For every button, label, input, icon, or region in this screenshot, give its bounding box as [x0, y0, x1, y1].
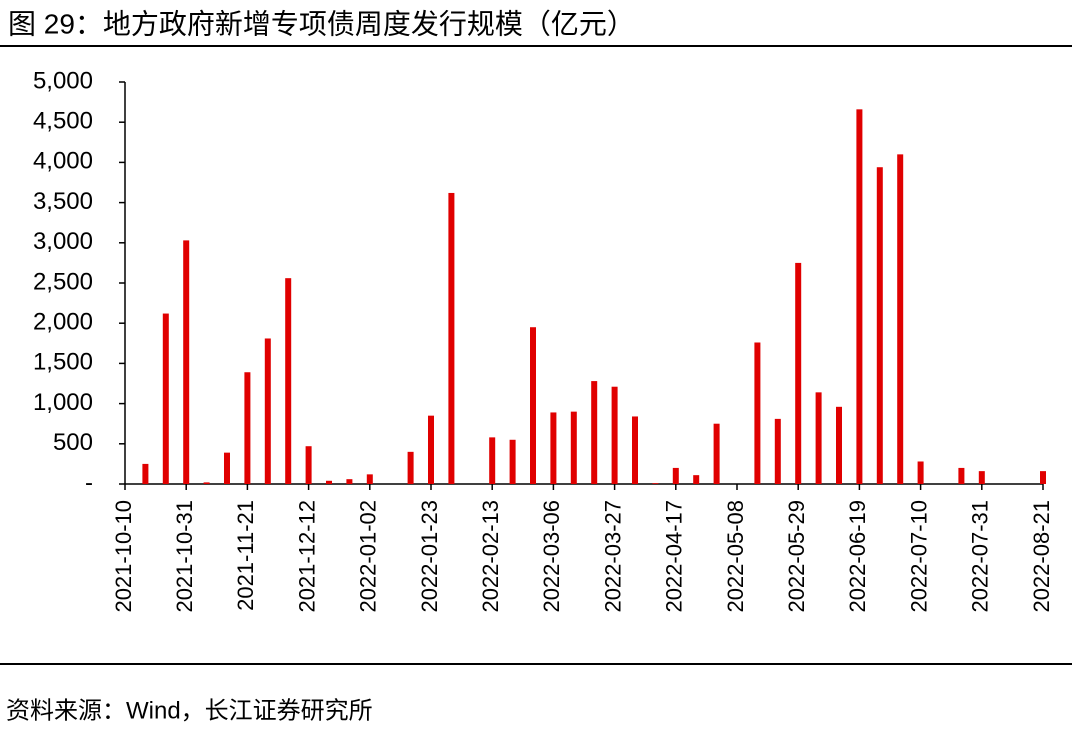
x-tick-label: 2022-06-19 [845, 500, 870, 613]
bar [1040, 471, 1046, 484]
y-tick-label: 2,500 [33, 268, 93, 295]
bar [162, 313, 169, 484]
source-note: 资料来源：Wind，长江证券研究所 [6, 697, 373, 724]
bar [570, 411, 577, 484]
bar [611, 386, 618, 484]
bar [836, 406, 842, 484]
x-tick-label: 2022-01-02 [356, 500, 381, 613]
bar [509, 439, 516, 484]
y-tick-label: 4,000 [33, 148, 93, 175]
bar [897, 154, 904, 485]
x-tick-label: 2022-07-31 [968, 500, 993, 613]
x-tick-label: 2022-01-23 [417, 500, 442, 613]
y-tick-label: 1,000 [33, 389, 93, 416]
bar [958, 467, 965, 484]
x-tick-label: 2022-05-08 [723, 500, 748, 613]
x-tick-label: 2021-12-12 [294, 500, 319, 613]
bar [407, 451, 414, 484]
bar [693, 475, 700, 484]
y-tick-label: 500 [53, 429, 93, 456]
x-tick-label: 2022-04-17 [662, 500, 687, 613]
bar [795, 262, 802, 484]
bar [530, 327, 536, 484]
bar [285, 278, 292, 484]
x-tick-label: 2022-03-06 [539, 500, 564, 613]
bar [326, 480, 332, 484]
x-tick-label: 2022-03-27 [600, 500, 625, 613]
bar [876, 167, 883, 484]
x-tick-label: 2022-08-21 [1029, 500, 1054, 613]
y-tick-label: 4,500 [33, 108, 93, 135]
x-tick-label: 2021-10-10 [111, 500, 136, 613]
y-tick-label: 3,000 [33, 228, 93, 255]
bar [224, 452, 230, 484]
y-tick-label: 2,000 [33, 309, 93, 336]
chart-title: 图 29：地方政府新增专项债周度发行规模（亿元） [8, 8, 635, 39]
bar [632, 416, 638, 484]
bar [264, 338, 271, 484]
bar [183, 240, 190, 484]
x-tick-label: 2022-02-13 [478, 500, 503, 613]
bar [346, 479, 353, 484]
y-tick-label: - [85, 469, 93, 496]
bar [978, 471, 985, 484]
bar [428, 415, 434, 484]
bar [652, 483, 659, 484]
bar [550, 412, 557, 484]
bar [713, 423, 720, 484]
x-tick-label: 2021-10-31 [172, 500, 197, 613]
bar [672, 467, 679, 484]
y-tick-label: 3,500 [33, 188, 93, 215]
bar [448, 192, 455, 484]
y-tick-label: 1,500 [33, 349, 93, 376]
bar [305, 446, 312, 484]
y-tick-label: 5,000 [33, 67, 93, 94]
x-tick-label: 2022-07-10 [906, 500, 931, 613]
x-tick-label: 2021-11-21 [233, 500, 258, 611]
bar [815, 392, 822, 484]
bar [244, 372, 251, 484]
bar [754, 342, 761, 484]
bar [856, 109, 863, 484]
x-tick-label: 2022-05-29 [784, 500, 809, 613]
bar [203, 482, 210, 484]
bar [366, 474, 373, 484]
bar [142, 463, 149, 484]
bar [591, 381, 598, 484]
bar [774, 418, 781, 484]
bar [489, 437, 496, 484]
bar [917, 461, 924, 484]
